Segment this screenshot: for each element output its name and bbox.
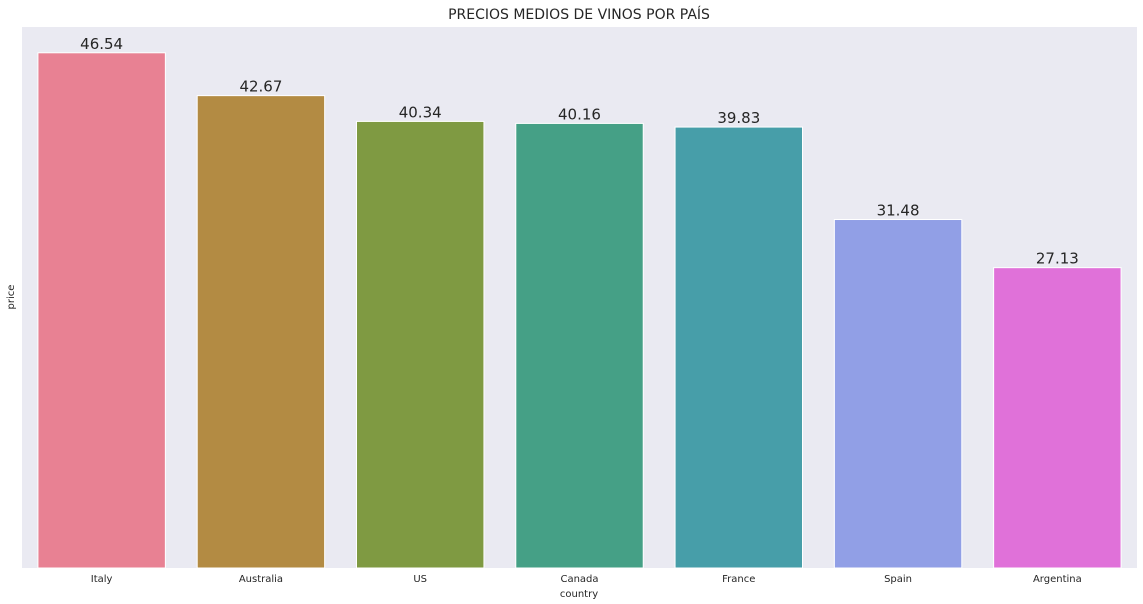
x-axis-label: country [560,589,598,600]
bar-italy [37,52,166,569]
x-tick-label-australia: Australia [239,574,283,585]
bar-argentina [993,267,1122,569]
value-label-italy: 46.54 [80,35,123,53]
x-tick-label-us: US [413,574,427,585]
value-label-argentina: 27.13 [1036,250,1079,268]
x-tick-label-italy: Italy [91,574,113,585]
y-axis-label: price [6,285,17,310]
x-tick-label-france: France [722,574,755,585]
bar-australia [196,95,326,569]
bar-spain [833,219,963,569]
bar-us [356,120,485,569]
x-tick-label-argentina: Argentina [1033,574,1082,585]
chart-title: PRECIOS MEDIOS DE VINOS POR PAÍS [448,6,710,23]
value-label-spain: 31.48 [877,202,920,220]
x-tick-label-canada: Canada [560,574,598,585]
value-label-france: 39.83 [717,109,760,127]
value-labels-group: 46.54 42.67 40.34 40.16 39.83 31.48 27.13 [80,35,1079,268]
value-label-australia: 42.67 [239,78,282,96]
x-tick-label-spain: Spain [884,574,912,585]
value-label-canada: 40.16 [558,105,601,123]
bar-france [674,126,804,569]
value-label-us: 40.34 [399,103,442,121]
bar-canada [515,122,644,569]
x-tick-labels-group: Italy Australia US Canada France Spain Argenti… [91,574,1082,585]
bars-group [37,52,1122,569]
